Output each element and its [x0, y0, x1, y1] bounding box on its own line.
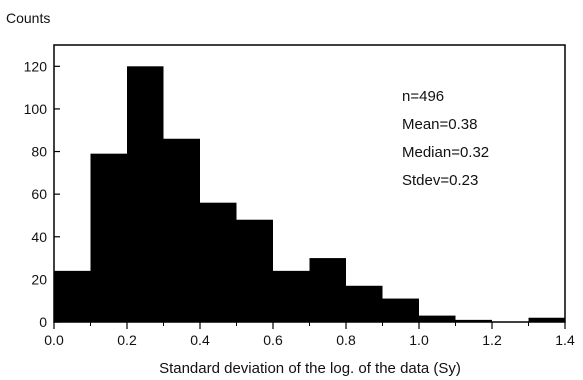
- x-tick-label: 1.0: [409, 332, 429, 348]
- histogram-bar: [455, 319, 492, 322]
- histogram-bar: [528, 317, 565, 322]
- x-tick-label: 0.8: [336, 332, 356, 348]
- stat-annotation: Stdev=0.23: [402, 172, 478, 189]
- stats-annotations: n=496 Mean=0.38 Median=0.32 Stdev=0.23: [402, 88, 489, 189]
- y-tick-label: 100: [24, 101, 48, 117]
- x-tick-label: 0.6: [263, 332, 283, 348]
- y-tick-label: 80: [31, 144, 47, 160]
- y-tick-label: 20: [31, 271, 47, 287]
- histogram-bar: [273, 270, 310, 322]
- histogram-bar: [90, 153, 127, 322]
- histogram-bar: [382, 298, 419, 322]
- x-tick-label: 0.0: [44, 332, 64, 348]
- x-tick-label: 1.4: [555, 332, 575, 348]
- y-tick-label: 120: [24, 58, 48, 74]
- x-tick-label: 0.4: [190, 332, 210, 348]
- y-axis-label: Counts: [6, 10, 50, 26]
- histogram-bar: [419, 315, 456, 322]
- histogram-bar: [163, 138, 200, 322]
- stat-annotation: Mean=0.38: [402, 116, 477, 133]
- y-tick-label: 40: [31, 229, 47, 245]
- y-tick-label: 0: [39, 314, 47, 330]
- y-tick-label: 60: [31, 186, 47, 202]
- x-tick-label: 0.2: [117, 332, 137, 348]
- stat-annotation: Median=0.32: [402, 144, 489, 161]
- ticks-group: 0 20 40 60 80 100 120 0.0 0.2 0.4 0.6 0.8 1.0 1.2 1.4: [24, 58, 575, 348]
- histogram-bar: [127, 66, 164, 322]
- histogram-bar: [200, 202, 237, 322]
- stat-annotation: n=496: [402, 88, 444, 105]
- bars-group: [54, 66, 565, 322]
- histogram-bar: [309, 258, 346, 322]
- x-tick-label: 1.2: [482, 332, 502, 348]
- histogram-bar: [54, 270, 91, 322]
- x-axis-label: Standard deviation of the log. of the da…: [159, 360, 461, 377]
- histogram-bar: [236, 219, 273, 322]
- histogram-bar: [346, 285, 383, 322]
